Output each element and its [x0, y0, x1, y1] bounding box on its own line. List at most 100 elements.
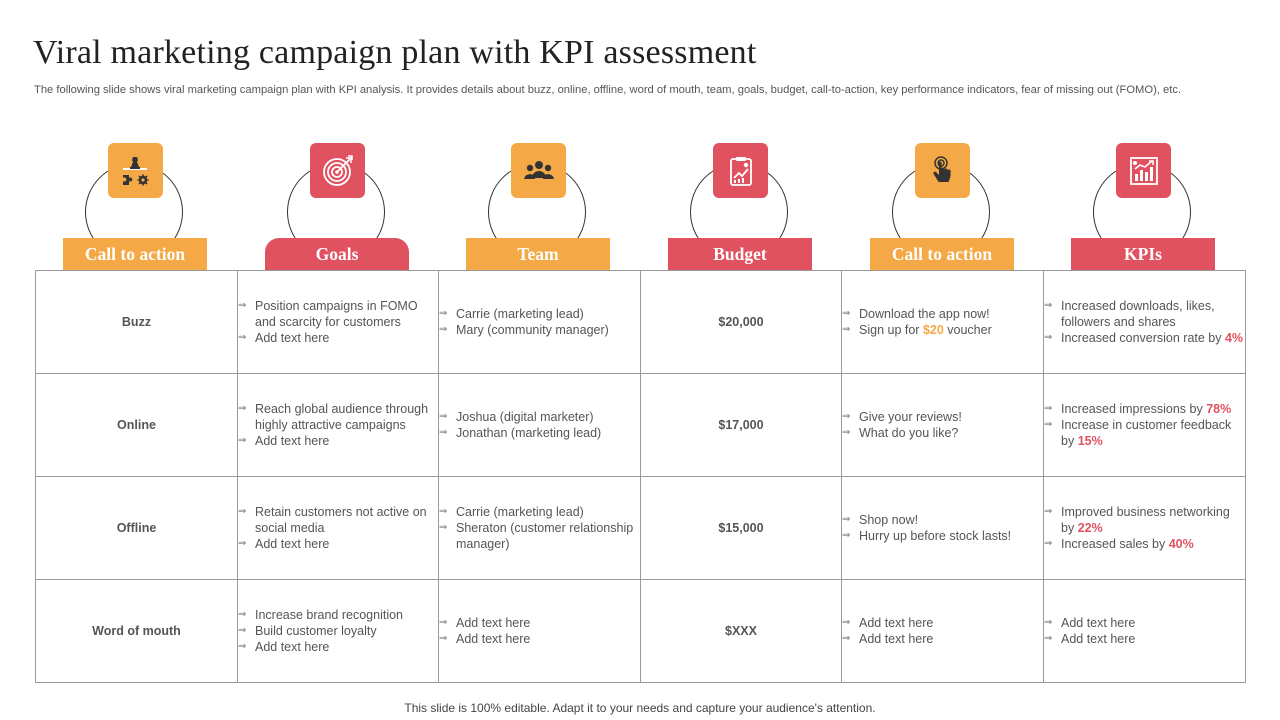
goals-cell: ⇒ Position campaigns in FOMO and scarcity…: [237, 270, 439, 374]
cta-text: Sign up for $20 voucher: [859, 323, 992, 337]
bullet-arrow-icon: ⇒: [842, 308, 851, 319]
bullet-arrow-icon: ⇒: [238, 506, 247, 517]
table-row: Offline ⇒ Retain customers not active on s…: [35, 476, 1246, 580]
kpis-item: ⇒ Increase in customer feedback by 15%: [1044, 417, 1245, 449]
kpis-cell: ⇒ Increased downloads, likes, followers a…: [1043, 270, 1246, 374]
table-row: Word of mouth ⇒ Increase brand recognition…: [35, 579, 1246, 683]
bullet-arrow-icon: ⇒: [238, 332, 247, 343]
goals-text: Retain customers not active on social me…: [255, 505, 427, 535]
goals-cell: ⇒ Retain customers not active on social m…: [237, 476, 439, 580]
team-text: Sheraton (customer relationship manager): [456, 521, 634, 551]
cta-text: Give your reviews!: [859, 410, 962, 424]
cta-text: Download the app now!: [859, 307, 990, 321]
column-label: Team: [466, 238, 610, 270]
team-item: ⇒ Carrie (marketing lead): [439, 306, 640, 322]
kpis-item: ⇒ Increased sales by 40%: [1044, 536, 1245, 552]
slide-footer: This slide is 100% editable. Adapt it to…: [404, 701, 876, 715]
bullet-arrow-icon: ⇒: [439, 324, 448, 335]
row-label: Online: [35, 373, 238, 477]
team-cell: ⇒ Carrie (marketing lead) ⇒ Mary (community…: [438, 270, 641, 374]
tap-icon: [932, 155, 951, 182]
kpis-item: ⇒ Add text here: [1044, 631, 1245, 647]
bullet-arrow-icon: ⇒: [1044, 419, 1053, 430]
cta-item: ⇒ Shop now!: [842, 512, 1043, 528]
goals-item: ⇒ Increase brand recognition: [238, 607, 438, 623]
highlight-value: 78%: [1206, 402, 1232, 416]
goals-item: ⇒ Add text here: [238, 433, 438, 449]
bullet-arrow-icon: ⇒: [1044, 538, 1053, 549]
goals-text: Increase brand recognition: [255, 608, 404, 622]
bullet-arrow-icon: ⇒: [842, 324, 851, 335]
strategy-icon-box: [108, 143, 163, 198]
bullet-arrow-icon: ⇒: [439, 522, 448, 533]
goals-cell: ⇒ Increase brand recognition ⇒ Build custom…: [237, 579, 439, 683]
kpi-chart-icon: [1129, 156, 1158, 185]
team-icon: [523, 160, 554, 179]
team-item: ⇒ Add text here: [439, 615, 640, 631]
slide-subtitle: The following slide shows viral marketin…: [34, 84, 1182, 96]
bullet-arrow-icon: ⇒: [842, 617, 851, 628]
goals-item: ⇒ Retain customers not active on social m…: [238, 504, 438, 536]
kpis-text: Increased impressions by 78%: [1061, 402, 1232, 416]
column-header-call-to-action-2: Call to action: [842, 140, 1044, 270]
cta-text: Add text here: [859, 632, 934, 646]
kpis-text: Increased conversion rate by 4%: [1061, 331, 1244, 345]
tap-icon-box: [915, 143, 970, 198]
bullet-arrow-icon: ⇒: [842, 411, 851, 422]
goals-cell: ⇒ Reach global audience through highly at…: [237, 373, 439, 477]
goals-item: ⇒ Add text here: [238, 330, 438, 346]
kpis-text: Improved business networking by 22%: [1061, 505, 1230, 535]
team-text: Joshua (digital marketer): [456, 410, 594, 424]
team-text: Jonathan (marketing lead): [456, 426, 602, 440]
goals-text: Add text here: [255, 640, 330, 654]
bullet-arrow-icon: ⇒: [439, 506, 448, 517]
bullet-arrow-icon: ⇒: [1044, 617, 1053, 628]
bullet-arrow-icon: ⇒: [439, 633, 448, 644]
team-cell: ⇒ Carrie (marketing lead) ⇒ Sheraton (custo…: [438, 476, 641, 580]
column-header-goals: Goals: [237, 140, 439, 270]
bullet-arrow-icon: ⇒: [1044, 403, 1053, 414]
column-label: Budget: [668, 238, 812, 270]
goals-text: Add text here: [255, 537, 330, 551]
cta-item: ⇒ Sign up for $20 voucher: [842, 322, 1043, 338]
row-label: Word of mouth: [35, 579, 238, 683]
bullet-arrow-icon: ⇒: [1044, 633, 1053, 644]
team-item: ⇒ Mary (community manager): [439, 322, 640, 338]
bullet-arrow-icon: ⇒: [1044, 332, 1053, 343]
bullet-arrow-icon: ⇒: [842, 427, 851, 438]
highlight-value: 15%: [1077, 434, 1103, 448]
cta-cell: ⇒ Give your reviews! ⇒ What do you like?: [841, 373, 1044, 477]
highlight-value: 4%: [1224, 331, 1244, 345]
column-label: KPIs: [1071, 238, 1215, 270]
kpis-item: ⇒ Increased conversion rate by 4%: [1044, 330, 1245, 346]
table-row: Online ⇒ Reach global audience through hig…: [35, 373, 1246, 477]
column-header-call-to-action: Call to action: [35, 140, 237, 270]
bullet-arrow-icon: ⇒: [238, 641, 247, 652]
budget-report-icon: [729, 156, 752, 186]
column-header-budget: Budget: [640, 140, 842, 270]
kpis-text: Increased downloads, likes, followers an…: [1061, 299, 1215, 329]
column-label: Call to action: [63, 238, 207, 270]
campaign-plan-table: Buzz ⇒ Position campaigns in FOMO and scar…: [35, 270, 1246, 683]
column-label: Goals: [265, 238, 409, 270]
cta-item: ⇒ Add text here: [842, 615, 1043, 631]
team-text: Carrie (marketing lead): [456, 307, 584, 321]
bullet-arrow-icon: ⇒: [238, 403, 247, 414]
bullet-arrow-icon: ⇒: [842, 530, 851, 541]
team-cell: ⇒ Add text here ⇒ Add text here: [438, 579, 641, 683]
team-item: ⇒ Jonathan (marketing lead): [439, 425, 640, 441]
highlight-value: 40%: [1168, 537, 1194, 551]
kpis-cell: ⇒ Add text here ⇒ Add text here: [1043, 579, 1246, 683]
cta-cell: ⇒ Download the app now! ⇒ Sign up for $20 v…: [841, 270, 1044, 374]
goals-item: ⇒ Reach global audience through highly at…: [238, 401, 438, 433]
column-header-team: Team: [438, 140, 640, 270]
target-icon-box: [310, 143, 365, 198]
bullet-arrow-icon: ⇒: [238, 435, 247, 446]
bullet-arrow-icon: ⇒: [238, 538, 247, 549]
bullet-arrow-icon: ⇒: [238, 300, 247, 311]
bullet-arrow-icon: ⇒: [238, 609, 247, 620]
cta-item: ⇒ Download the app now!: [842, 306, 1043, 322]
kpis-text: Add text here: [1061, 632, 1136, 646]
budget-cell: $17,000: [640, 373, 842, 477]
kpis-text: Increase in customer feedback by 15%: [1061, 418, 1232, 448]
